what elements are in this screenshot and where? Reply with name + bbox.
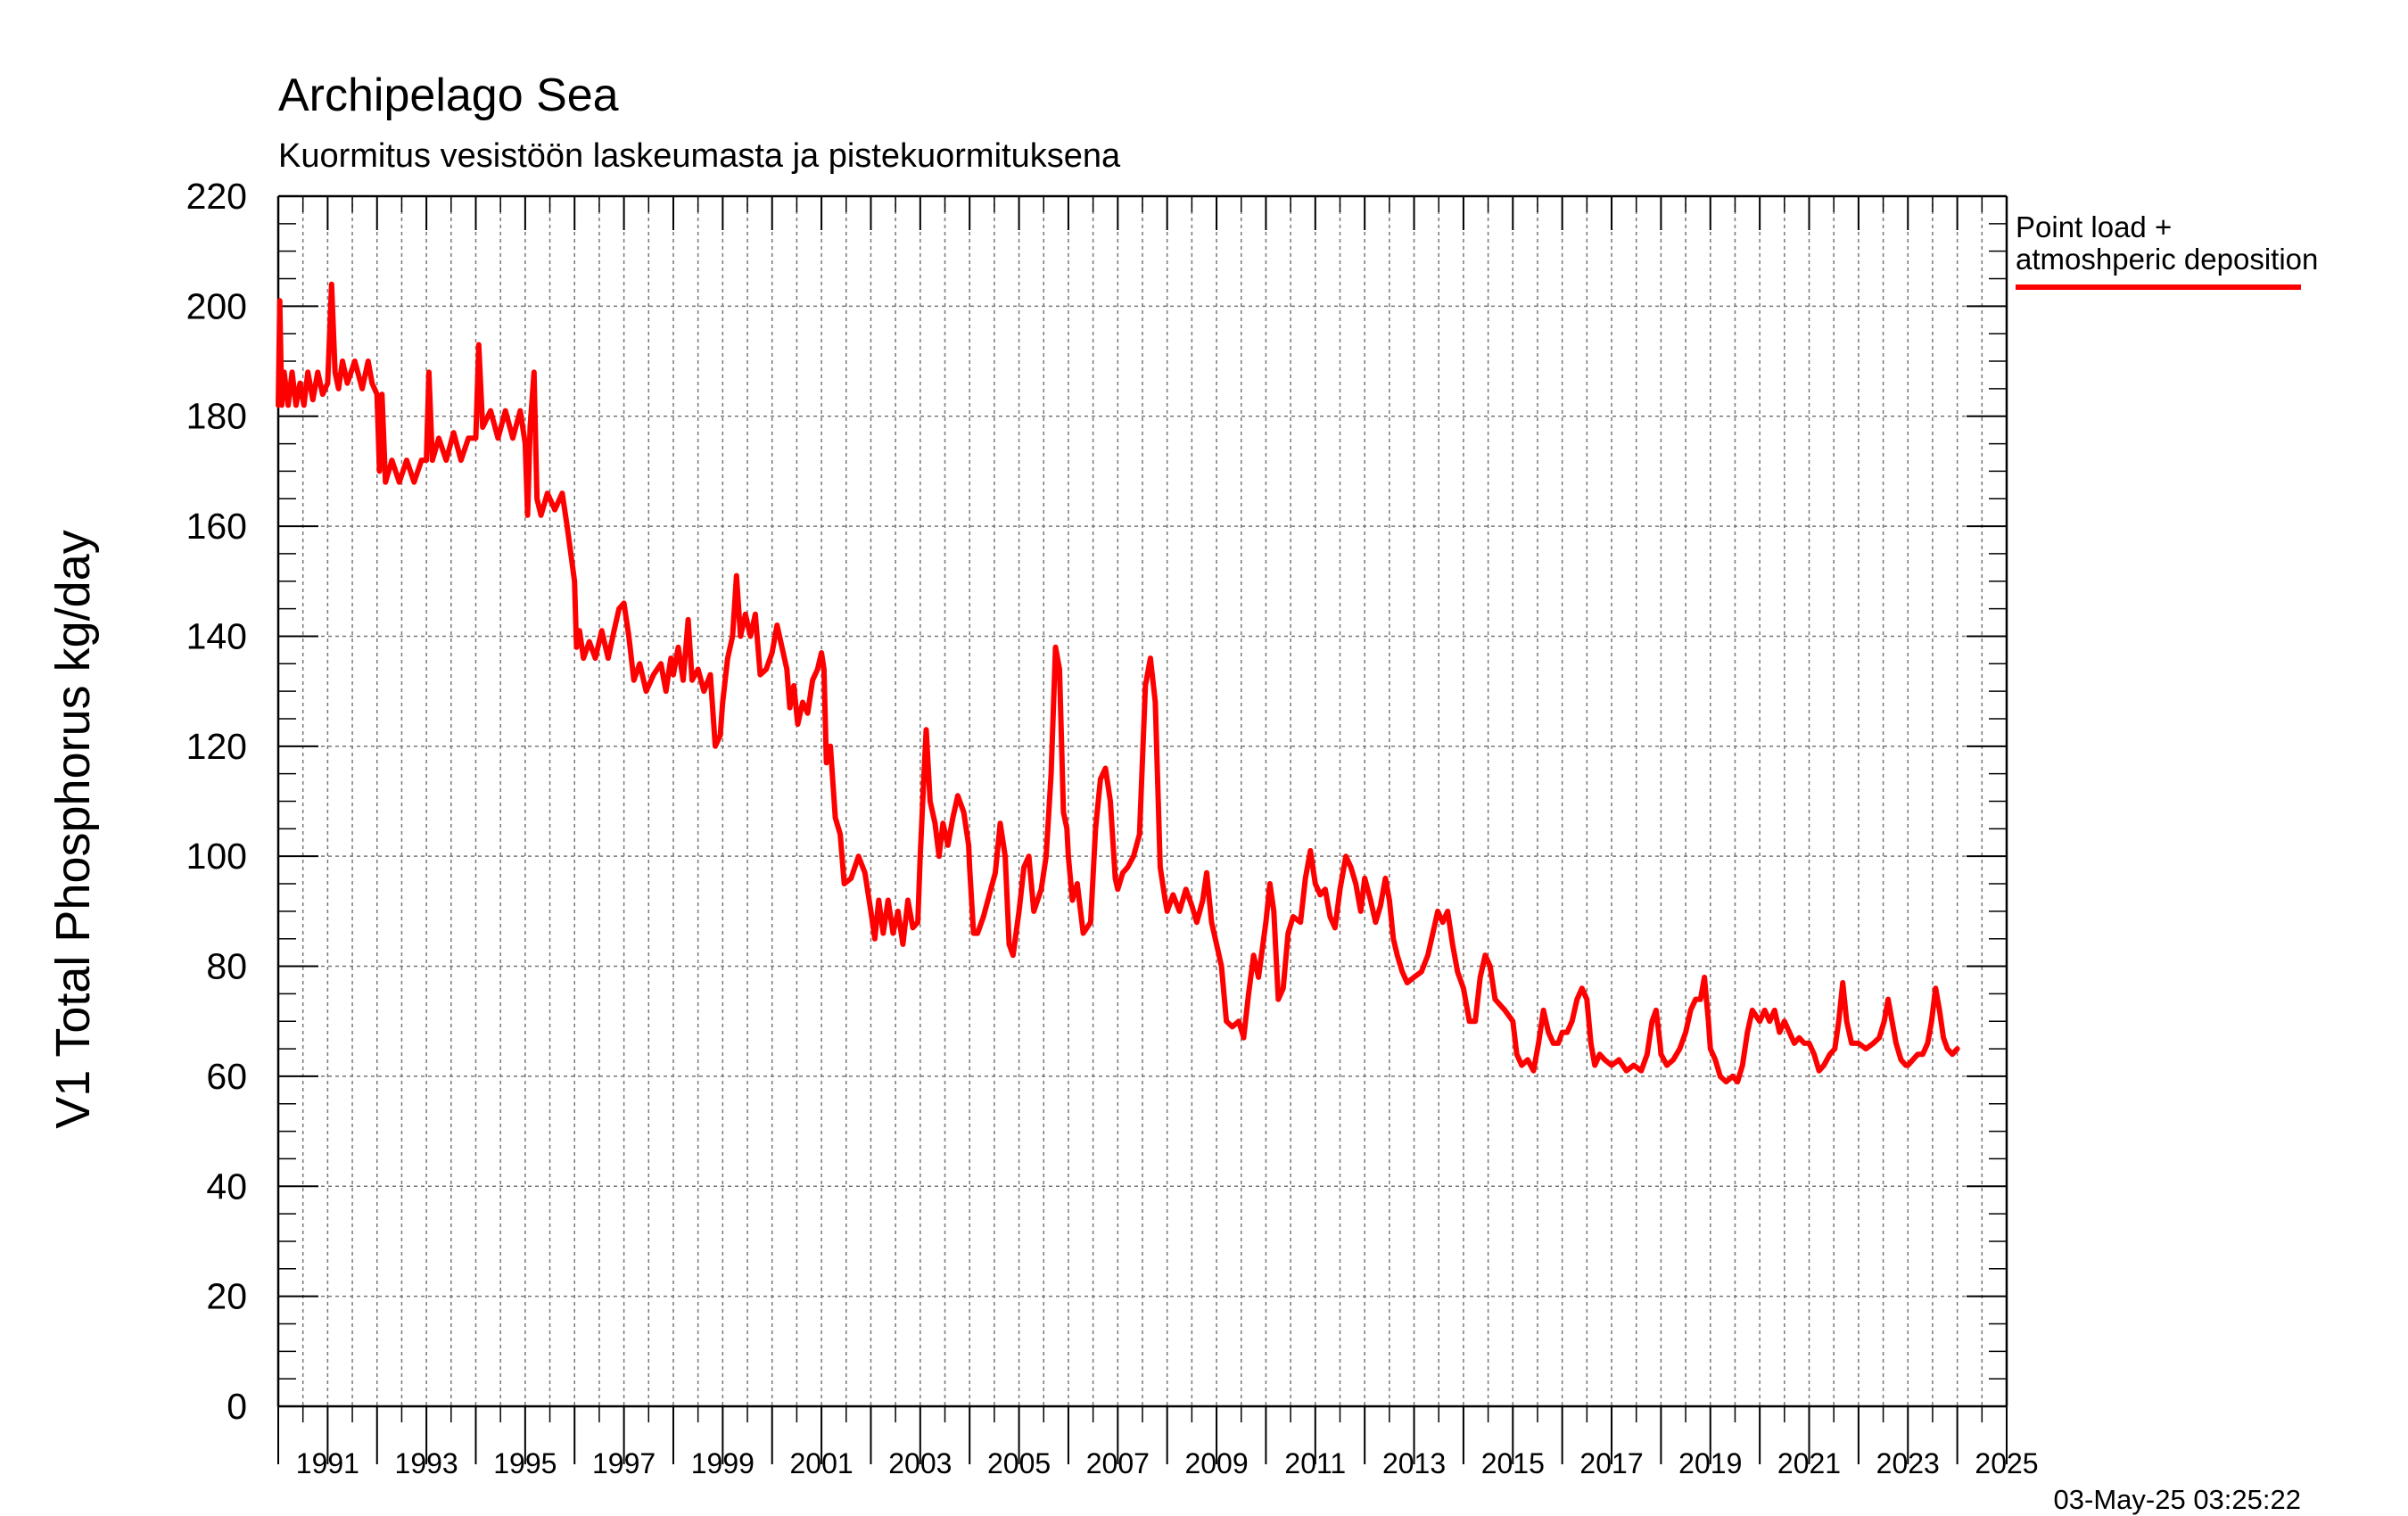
x-tick-label: 2015 (1481, 1447, 1545, 1479)
grid-layer (278, 195, 2007, 1406)
y-tick-label: 180 (186, 396, 247, 437)
x-tick-label: 1997 (592, 1447, 656, 1479)
timestamp: 03-May-25 03:25:22 (2054, 1484, 2301, 1515)
series-line-0 (276, 281, 1960, 1085)
chart-subtitle: Kuormitus vesistöön laskeumasta ja piste… (278, 137, 1121, 175)
x-tick-label: 2011 (1284, 1447, 1346, 1479)
x-tick-label: 2023 (1876, 1447, 1940, 1479)
y-tick-label: 0 (227, 1386, 247, 1427)
y-tick-label: 140 (186, 615, 247, 656)
y-axis-label: V1 Total Phosphorus kg/day (46, 530, 100, 1128)
x-tick-label: 1995 (493, 1447, 557, 1479)
x-tick-label: 1993 (395, 1447, 458, 1479)
x-tick-label: 1999 (691, 1447, 755, 1479)
y-tick-label: 80 (206, 946, 247, 987)
x-tick-label: 2003 (888, 1447, 952, 1479)
y-tick-label: 60 (206, 1056, 247, 1097)
legend-label-line-1: Point load + (2016, 210, 2172, 243)
y-tick-label: 120 (186, 726, 247, 767)
axis-layer: 0 20 40 60 80 100 120 140 160 180 200 220 1991 1993 19… (186, 176, 2039, 1479)
x-tick-label: 2001 (789, 1447, 853, 1479)
y-tick-label: 40 (206, 1166, 247, 1207)
x-tick-label: 2025 (1975, 1447, 2038, 1479)
x-tick-label: 2009 (1184, 1447, 1248, 1479)
text-layer: Archipelago Sea Kuormitus vesistöön lask… (46, 70, 2318, 1515)
x-tick-label: 2013 (1382, 1447, 1446, 1479)
x-tick-label: 2007 (1086, 1447, 1150, 1479)
x-tick-label: 1991 (296, 1447, 359, 1479)
x-tick-label: 2021 (1777, 1447, 1841, 1479)
series-layer (276, 281, 1960, 1085)
x-tick-label: 2017 (1579, 1447, 1643, 1479)
x-tick-label: 2019 (1678, 1447, 1742, 1479)
x-tick-label: 2005 (987, 1447, 1051, 1479)
legend-label-line-2: atmoshperic deposition (2016, 243, 2318, 276)
chart-title: Archipelago Sea (278, 70, 619, 121)
y-tick-label: 100 (186, 836, 247, 877)
y-tick-label: 20 (206, 1276, 247, 1317)
y-tick-label: 160 (186, 506, 247, 547)
y-tick-label: 220 (186, 176, 247, 217)
y-tick-label: 200 (186, 285, 247, 326)
